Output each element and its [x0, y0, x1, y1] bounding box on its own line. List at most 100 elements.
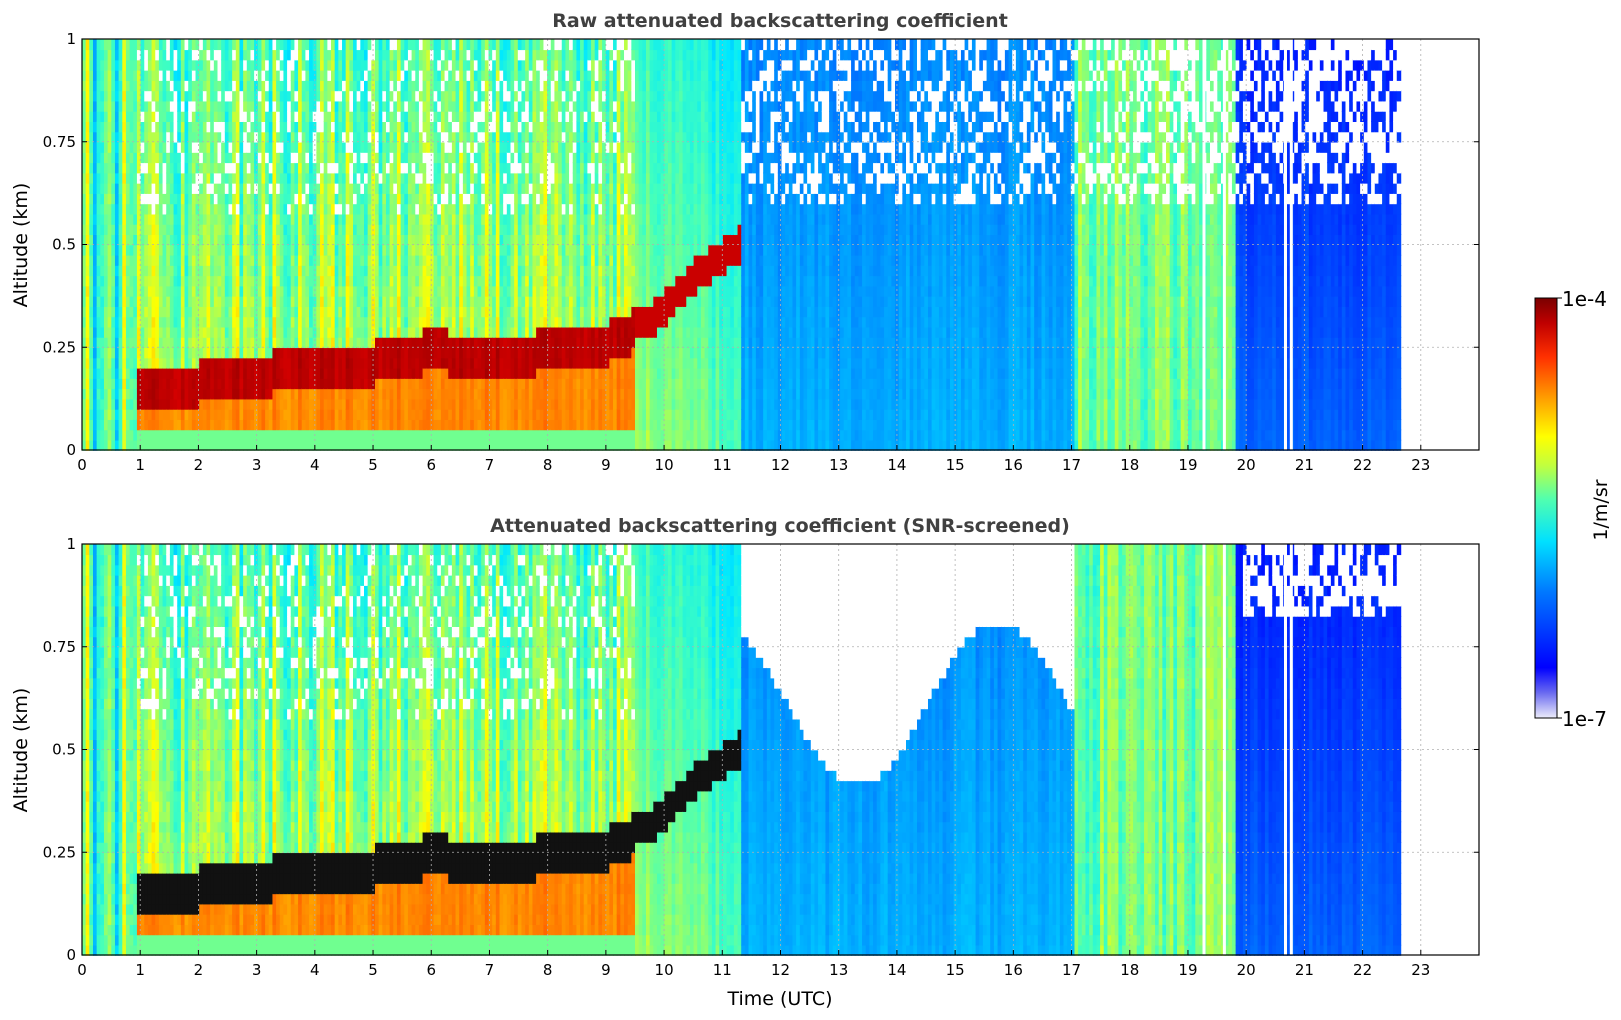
heatmap-cell — [217, 285, 222, 297]
heatmap-cell — [140, 419, 146, 431]
heatmap-cell — [82, 193, 87, 205]
heatmap-cell — [268, 429, 274, 441]
heatmap-cell — [294, 39, 299, 51]
heatmap-cell — [276, 182, 281, 194]
heatmap-cell — [107, 388, 113, 400]
heatmap-cell — [144, 100, 149, 112]
heatmap-cell — [235, 193, 241, 205]
heatmap-cell — [283, 80, 288, 92]
heatmap-cell — [155, 69, 160, 81]
heatmap-cell — [206, 234, 211, 246]
heatmap-cell — [279, 203, 285, 215]
heatmap-cell — [268, 388, 274, 400]
heatmap-cell — [283, 90, 288, 102]
heatmap-cell — [246, 59, 252, 71]
heatmap-cell — [257, 285, 263, 297]
heatmap-cell — [125, 172, 131, 184]
heatmap-cell — [265, 316, 270, 328]
heatmap-cell — [184, 419, 189, 431]
heatmap-cell — [265, 367, 270, 379]
heatmap-cell — [202, 265, 208, 277]
heatmap-cell — [191, 295, 197, 307]
heatmap-cell — [151, 203, 157, 215]
heatmap-cell — [224, 429, 230, 441]
heatmap-cell — [250, 357, 255, 369]
heatmap-cell — [188, 162, 193, 174]
heatmap-cell — [89, 131, 94, 143]
heatmap-cell — [188, 398, 193, 410]
heatmap-cell — [107, 213, 113, 225]
heatmap-cell — [254, 357, 259, 369]
heatmap-cell — [151, 213, 157, 225]
heatmap-cell — [217, 90, 222, 102]
heatmap-cell — [188, 295, 193, 307]
heatmap-cell — [100, 131, 105, 143]
heatmap-cell — [199, 203, 204, 215]
heatmap-cell — [276, 100, 281, 112]
heatmap-cell — [114, 121, 120, 133]
heatmap-cell — [173, 39, 179, 51]
heatmap-cell — [177, 254, 182, 266]
heatmap-cell — [100, 285, 105, 297]
heatmap-cell — [180, 193, 186, 205]
heatmap-cell — [85, 285, 91, 297]
heatmap-cell — [217, 367, 222, 379]
heatmap-cell — [232, 254, 237, 266]
heatmap-cell — [257, 316, 263, 328]
heatmap-cell — [162, 162, 168, 174]
heatmap-cell — [195, 80, 200, 92]
heatmap-cell — [235, 326, 241, 338]
heatmap-cell — [287, 378, 292, 390]
heatmap-cell — [202, 80, 208, 92]
heatmap-cell — [92, 265, 98, 277]
heatmap-cell — [221, 429, 226, 441]
heatmap-cell — [173, 152, 179, 164]
heatmap-cell — [268, 213, 274, 225]
heatmap-cell — [125, 419, 131, 431]
heatmap-cell — [210, 100, 215, 112]
heatmap-cell — [235, 357, 241, 369]
heatmap-cell — [169, 244, 175, 256]
heatmap-cell — [305, 172, 310, 184]
heatmap-cell — [268, 295, 274, 307]
heatmap-cell — [100, 152, 105, 164]
heatmap-cell — [276, 326, 281, 338]
heatmap-cell — [122, 378, 127, 390]
heatmap-cell — [279, 326, 285, 338]
heatmap-cell — [290, 388, 296, 400]
heatmap-cell — [191, 152, 197, 164]
heatmap-cell — [147, 367, 153, 379]
heatmap-cell — [294, 110, 299, 122]
heatmap-cell — [155, 59, 160, 71]
heatmap-cell — [290, 336, 296, 349]
heatmap-cell — [92, 357, 98, 369]
heatmap-cell — [268, 347, 274, 359]
heatmap-cell — [114, 110, 120, 122]
heatmap-cell — [114, 203, 120, 215]
heatmap-cell — [298, 306, 303, 318]
heatmap-cell — [107, 80, 113, 92]
heatmap-cell — [173, 295, 179, 307]
heatmap-cell — [221, 203, 226, 215]
heatmap-cell — [169, 121, 175, 133]
heatmap-cell — [239, 347, 244, 359]
heatmap-cell — [155, 223, 160, 236]
heatmap-cell — [169, 193, 175, 205]
heatmap-cell — [162, 100, 168, 112]
heatmap-cell — [180, 275, 186, 287]
heatmap-cell — [283, 172, 288, 184]
heatmap-cell — [162, 141, 168, 153]
heatmap-cell — [147, 80, 153, 92]
heatmap-cell — [107, 141, 113, 153]
heatmap-cell — [111, 100, 116, 112]
heatmap-cell — [166, 398, 171, 410]
heatmap-cell — [103, 49, 109, 61]
heatmap-cell — [158, 347, 164, 359]
heatmap-cell — [279, 131, 285, 143]
heatmap-cell — [279, 398, 285, 410]
heatmap-cell — [294, 234, 299, 246]
heatmap-cell — [287, 326, 292, 338]
heatmap-cell — [140, 429, 146, 441]
heatmap-cell — [305, 100, 310, 112]
heatmap-cell — [114, 408, 120, 420]
